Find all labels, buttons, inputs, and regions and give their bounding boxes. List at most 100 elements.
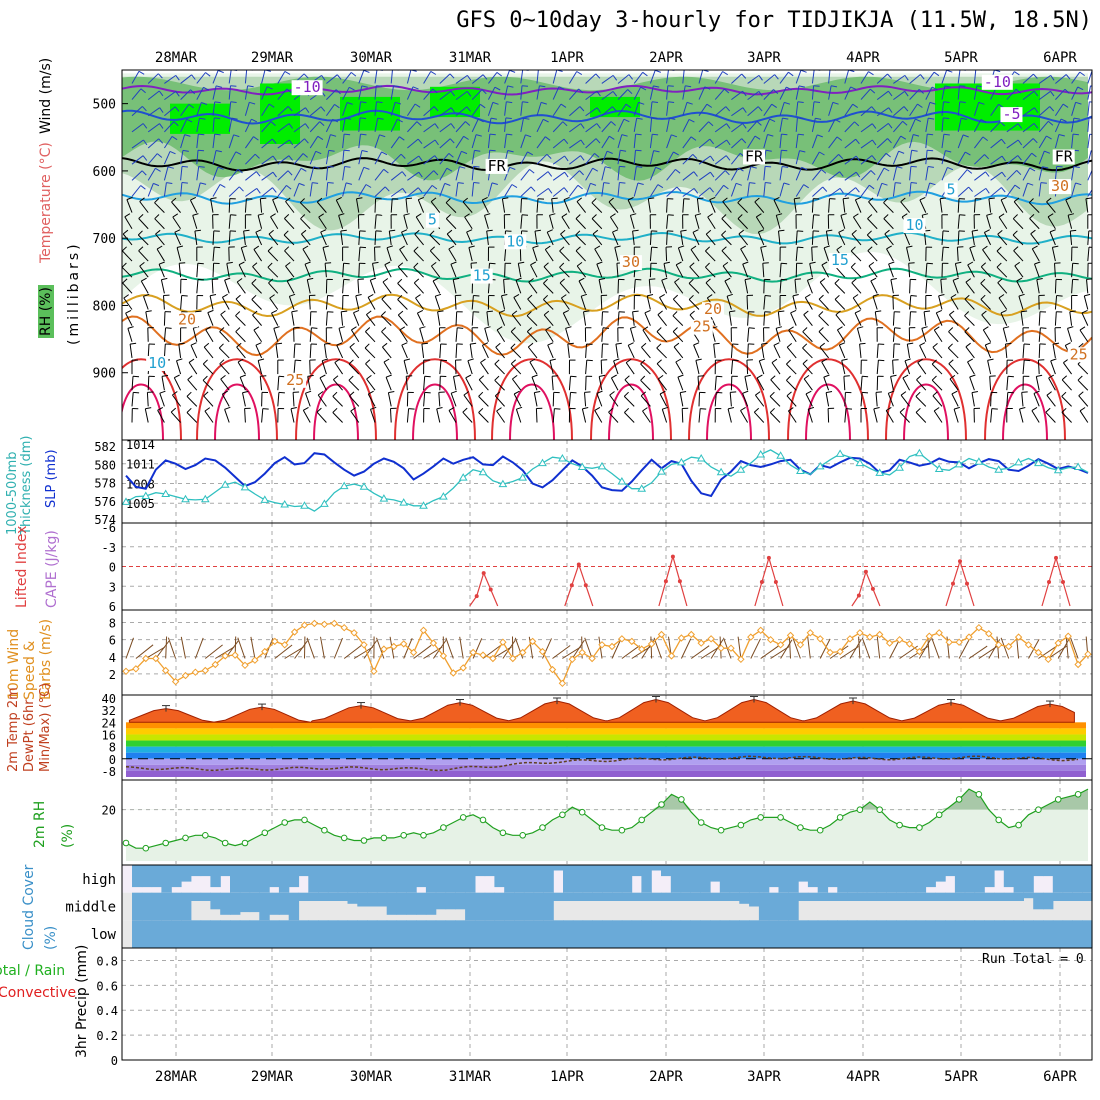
contour-label-bg (284, 372, 307, 388)
upper-wind-barb-flag (145, 407, 152, 410)
upper-wind-barb-flag (578, 88, 584, 94)
upper-wind-barb-flag (1067, 213, 1075, 216)
upper-wind-barb-flag (871, 106, 876, 112)
upper-wind-barb (536, 153, 548, 165)
upper-wind-barb-flag (579, 106, 585, 112)
upper-wind-barb-flag (722, 261, 729, 267)
upper-wind-barb-flag (231, 117, 238, 120)
upper-wind-barb (925, 102, 931, 116)
upper-wind-barb-flag (418, 171, 423, 178)
upper-wind-barb-flag (722, 197, 728, 202)
upper-wind-barb (1069, 311, 1073, 326)
upper-wind-barb (982, 329, 992, 343)
upper-wind-barb-flag (875, 310, 882, 313)
upper-wind-barb (228, 198, 231, 213)
upper-wind-barb (812, 169, 822, 181)
cloud-bar-low (739, 920, 750, 948)
upper-wind-barb (967, 264, 975, 278)
upper-wind-barb (786, 379, 797, 391)
upper-wind-barb (228, 101, 232, 116)
cloud-bar-middle (406, 892, 417, 915)
upper-wind-barb-flag (528, 278, 534, 283)
contour-label-bg (619, 255, 642, 271)
upper-wind-barb-flag (579, 170, 584, 176)
cloud-bar-middle (954, 892, 966, 901)
upper-wind-barb (1079, 329, 1089, 343)
upper-wind-barb-flag (529, 169, 535, 174)
upper-wind-barb-flag (158, 261, 165, 265)
upper-wind-barb-flag (432, 277, 439, 282)
wind-tick-4: 4 (109, 651, 116, 665)
wind-speed-marker (994, 641, 1003, 649)
upper-wind-barb (811, 70, 815, 84)
upper-wind-barb-flag (769, 407, 775, 413)
label-3hr-precip: 3hr Precip (mm) (74, 944, 90, 1058)
upper-wind-barb-flag (327, 165, 334, 168)
panel-frame-slp (121, 439, 1093, 524)
upper-wind-barb-flag (623, 118, 630, 123)
upper-wind-barb (320, 231, 327, 246)
upper-wind-barb (802, 331, 813, 343)
cloud-bar-low (866, 920, 878, 948)
upper-wind-barb-flag (788, 326, 794, 331)
upper-wind-barb-flag (778, 229, 785, 232)
upper-wind-barb (407, 187, 419, 197)
cloud-bar-high (847, 865, 858, 893)
upper-wind-barb (641, 346, 651, 359)
upper-wind-barb (245, 153, 256, 165)
upper-wind-barb-flag (350, 72, 357, 77)
upper-wind-barb-flag (370, 277, 377, 281)
upper-wind-barb-flag (552, 375, 559, 377)
upper-wind-barb-flag (803, 374, 810, 380)
upper-wind-barb (196, 150, 199, 165)
wind-speed-marker (122, 667, 130, 676)
temp-tick-40: 40 (102, 692, 116, 706)
upper-wind-barb (1087, 117, 1090, 132)
upper-wind-barb (519, 247, 522, 262)
cloud-bar-high (719, 865, 731, 893)
wind-speed-marker (935, 629, 943, 637)
upper-wind-barb-flag (431, 184, 438, 190)
upper-wind-barb (640, 395, 651, 407)
upper-wind-barb-flag (769, 118, 776, 123)
thickness-marker (915, 448, 924, 457)
upper-wind-barb (1022, 343, 1025, 358)
wind-speed-marker (290, 628, 299, 636)
upper-wind-barb (252, 266, 262, 278)
upper-wind-barb-flag (285, 197, 291, 202)
upper-wind-barb (527, 298, 538, 310)
thickness-marker (696, 454, 706, 462)
upper-wind-barb-flag (917, 103, 923, 108)
upper-wind-barb-flag (338, 213, 345, 216)
upper-wind-barb (325, 166, 329, 181)
wind-speed-marker (479, 651, 487, 659)
upper-wind-barb (358, 247, 361, 262)
upper-wind-barb (811, 85, 815, 100)
rh-marker (321, 826, 328, 834)
upper-wind-barb (147, 153, 158, 165)
cloud-bar-high (710, 865, 721, 882)
upper-wind-barb-flag (363, 70, 370, 73)
upper-wind-barb-flag (688, 278, 694, 284)
upper-wind-barb (552, 187, 565, 197)
upper-wind-barb (309, 151, 317, 165)
upper-wind-barb (228, 186, 240, 197)
thickness-marker (756, 450, 766, 458)
upper-wind-barb-flag (477, 118, 484, 123)
upper-wind-barb-flag (434, 155, 439, 161)
upper-wind-barb-flag (967, 261, 974, 266)
label-temperature: Temperature (°C) (38, 142, 54, 263)
cloud-bar-low (1052, 920, 1064, 948)
upper-wind-barb-flag (235, 151, 242, 156)
upper-wind-barb-flag (705, 262, 710, 268)
cloud-bar-low (837, 920, 848, 948)
cloud-bar-high (455, 865, 466, 893)
upper-wind-barb (439, 90, 452, 100)
rh-marker (400, 832, 408, 839)
li-bump-3 (754, 555, 784, 607)
upper-wind-barb-flag (254, 153, 260, 159)
thickness-marker (617, 477, 627, 485)
upper-wind-barb-flag (304, 123, 310, 129)
upper-wind-barb (601, 182, 605, 197)
contour-label-bg (981, 74, 1013, 90)
